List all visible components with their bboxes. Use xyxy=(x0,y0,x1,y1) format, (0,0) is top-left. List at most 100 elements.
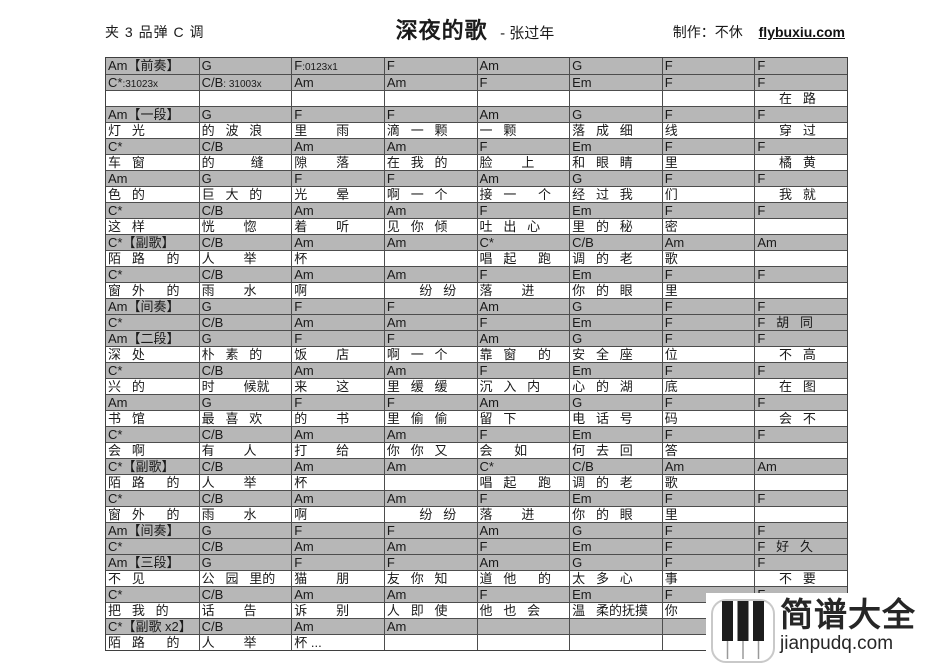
chord-cell: F xyxy=(476,139,570,154)
lyric-cell: 陌 路 的 xyxy=(108,475,180,490)
chord-cell: Am【一段】 xyxy=(108,107,180,122)
lyric-cell: 穿 过 xyxy=(754,123,847,138)
lyric-row: 会 啊 有 人打 给你 你 又会 如何 去 回答 xyxy=(106,442,847,458)
chord-cell: F 胡 同 xyxy=(754,315,847,330)
lyric-cell: 见 你 倾 xyxy=(383,219,477,234)
lyric-cell xyxy=(198,91,292,106)
chord-cell: F xyxy=(661,555,755,570)
chord-cell: F xyxy=(476,267,570,282)
chord-cell: F xyxy=(754,171,847,186)
chord-cell: F xyxy=(291,331,384,346)
chord-cell: C* xyxy=(108,539,123,554)
lyric-cell xyxy=(661,91,755,106)
chord-cell: Am xyxy=(291,235,384,250)
flybuxiu-link[interactable]: flybuxiu.com xyxy=(758,24,845,40)
lyric-cell: 最 喜 欢 xyxy=(198,411,292,426)
maker-credit: 制作：不休 xyxy=(672,24,743,40)
lyric-cell: 书 馆 xyxy=(108,411,145,426)
chord-cell: C* xyxy=(108,267,123,282)
lyric-cell: 安 全 座 xyxy=(569,347,662,362)
chord-cell: C/B xyxy=(198,459,292,474)
lyric-cell xyxy=(754,443,847,458)
chord-cell: Am xyxy=(383,267,477,282)
chord-cell: Am xyxy=(383,139,477,154)
chord-cell: Am xyxy=(291,427,384,442)
chord-cell: C* xyxy=(476,235,570,250)
chord-cell: Am xyxy=(476,523,570,538)
chord-cell: Am xyxy=(383,363,477,378)
lyric-cell: 窗 外 的 xyxy=(108,507,180,522)
chord-cell: G xyxy=(198,331,292,346)
chord-row: C*【副歌】 C/B Am Am C* C/B Am Am xyxy=(106,458,847,474)
chord-cell: Am xyxy=(291,315,384,330)
lyric-cell: 码 xyxy=(661,411,755,426)
lyric-cell: 诉 别 xyxy=(291,603,384,618)
lyric-cell: 车 窗 xyxy=(108,155,145,170)
chord-cell: Em xyxy=(569,203,662,218)
song-artist: - 张过年 xyxy=(500,25,555,42)
chord-row: Am【一段】 G F F Am G F F xyxy=(106,106,847,122)
chord-cell: F xyxy=(476,203,570,218)
chord-cell: F xyxy=(661,491,755,506)
lyric-cell: 太 多 心 xyxy=(569,571,662,586)
lyric-cell: 道 他 的 xyxy=(476,571,570,586)
chord-cell: F xyxy=(661,299,755,314)
chord-cell: G xyxy=(198,171,292,186)
lyric-cell xyxy=(569,635,662,650)
chord-cell: F xyxy=(661,171,755,186)
chord-cell: Am【三段】 xyxy=(108,555,180,570)
chord-cell: C/B xyxy=(198,619,292,634)
chord-cell: Am xyxy=(291,491,384,506)
lyric-cell: 经 过 我 xyxy=(569,187,662,202)
chord-cell: Am xyxy=(291,459,384,474)
chord-cell: F xyxy=(383,331,477,346)
lyric-cell: 啊 xyxy=(291,283,384,298)
chord-cell: Am【前奏】 xyxy=(108,58,180,73)
chord-cell: Am【间奏】 xyxy=(108,299,180,314)
chord-cell: F:0123x1 xyxy=(291,58,384,74)
lyric-cell xyxy=(569,91,662,106)
chord-cell: F xyxy=(754,107,847,122)
chord-cell: C*:31023x xyxy=(108,75,159,90)
lyric-cell: 里 的 秘 xyxy=(569,219,662,234)
chord-cell: Am xyxy=(476,555,570,570)
chord-cell: C* xyxy=(108,363,123,378)
lyric-cell: 和 眼 睛 xyxy=(569,155,662,170)
chord-cell: Am xyxy=(661,459,755,474)
chord-cell: Em xyxy=(569,75,662,90)
chord-cell: F xyxy=(661,139,755,154)
chord-cell: Am xyxy=(291,203,384,218)
lyric-cell: 啊 一 个 xyxy=(383,347,477,362)
lyric-cell: 里 xyxy=(661,155,755,170)
chord-cell xyxy=(569,619,662,634)
lyric-cell: 光 晕 xyxy=(291,187,384,202)
chord-cell: F xyxy=(383,171,477,186)
lyric-cell xyxy=(383,251,477,266)
chord-cell: G xyxy=(198,555,292,570)
lyric-cell: 会 不 xyxy=(754,411,847,426)
lyric-cell: 底 xyxy=(661,379,755,394)
lyric-cell: 人 即 使 xyxy=(383,603,477,618)
lyric-row: 窗 外 的 雨 水啊 纷 纷落 进你 的 眼里 xyxy=(106,506,847,522)
chord-cell: Am xyxy=(291,587,384,602)
lyric-cell: 纷 纷 xyxy=(383,507,477,522)
lyric-cell: 电 话 号 xyxy=(569,411,662,426)
chord-cell: G xyxy=(198,107,292,122)
lyric-cell: 这 样 xyxy=(108,219,145,234)
chord-cell: F xyxy=(476,75,570,90)
chord-cell: G xyxy=(569,555,662,570)
lyric-cell: 温 柔的抚摸 xyxy=(569,603,662,618)
lyric-cell: 的 波 浪 xyxy=(198,123,292,138)
chord-cell: F xyxy=(661,75,755,90)
chord-cell: Am xyxy=(476,299,570,314)
chord-cell: F xyxy=(754,555,847,570)
chord-cell: Am xyxy=(291,539,384,554)
lyric-cell xyxy=(476,635,570,650)
chord-row: Am【二段】 G F F Am G F F xyxy=(106,330,847,346)
lyric-cell: 深 处 xyxy=(108,347,145,362)
lyric-cell xyxy=(754,251,847,266)
chord-cell: F xyxy=(754,331,847,346)
chord-cell: C/B xyxy=(198,539,292,554)
chord-cell: C/B xyxy=(198,587,292,602)
